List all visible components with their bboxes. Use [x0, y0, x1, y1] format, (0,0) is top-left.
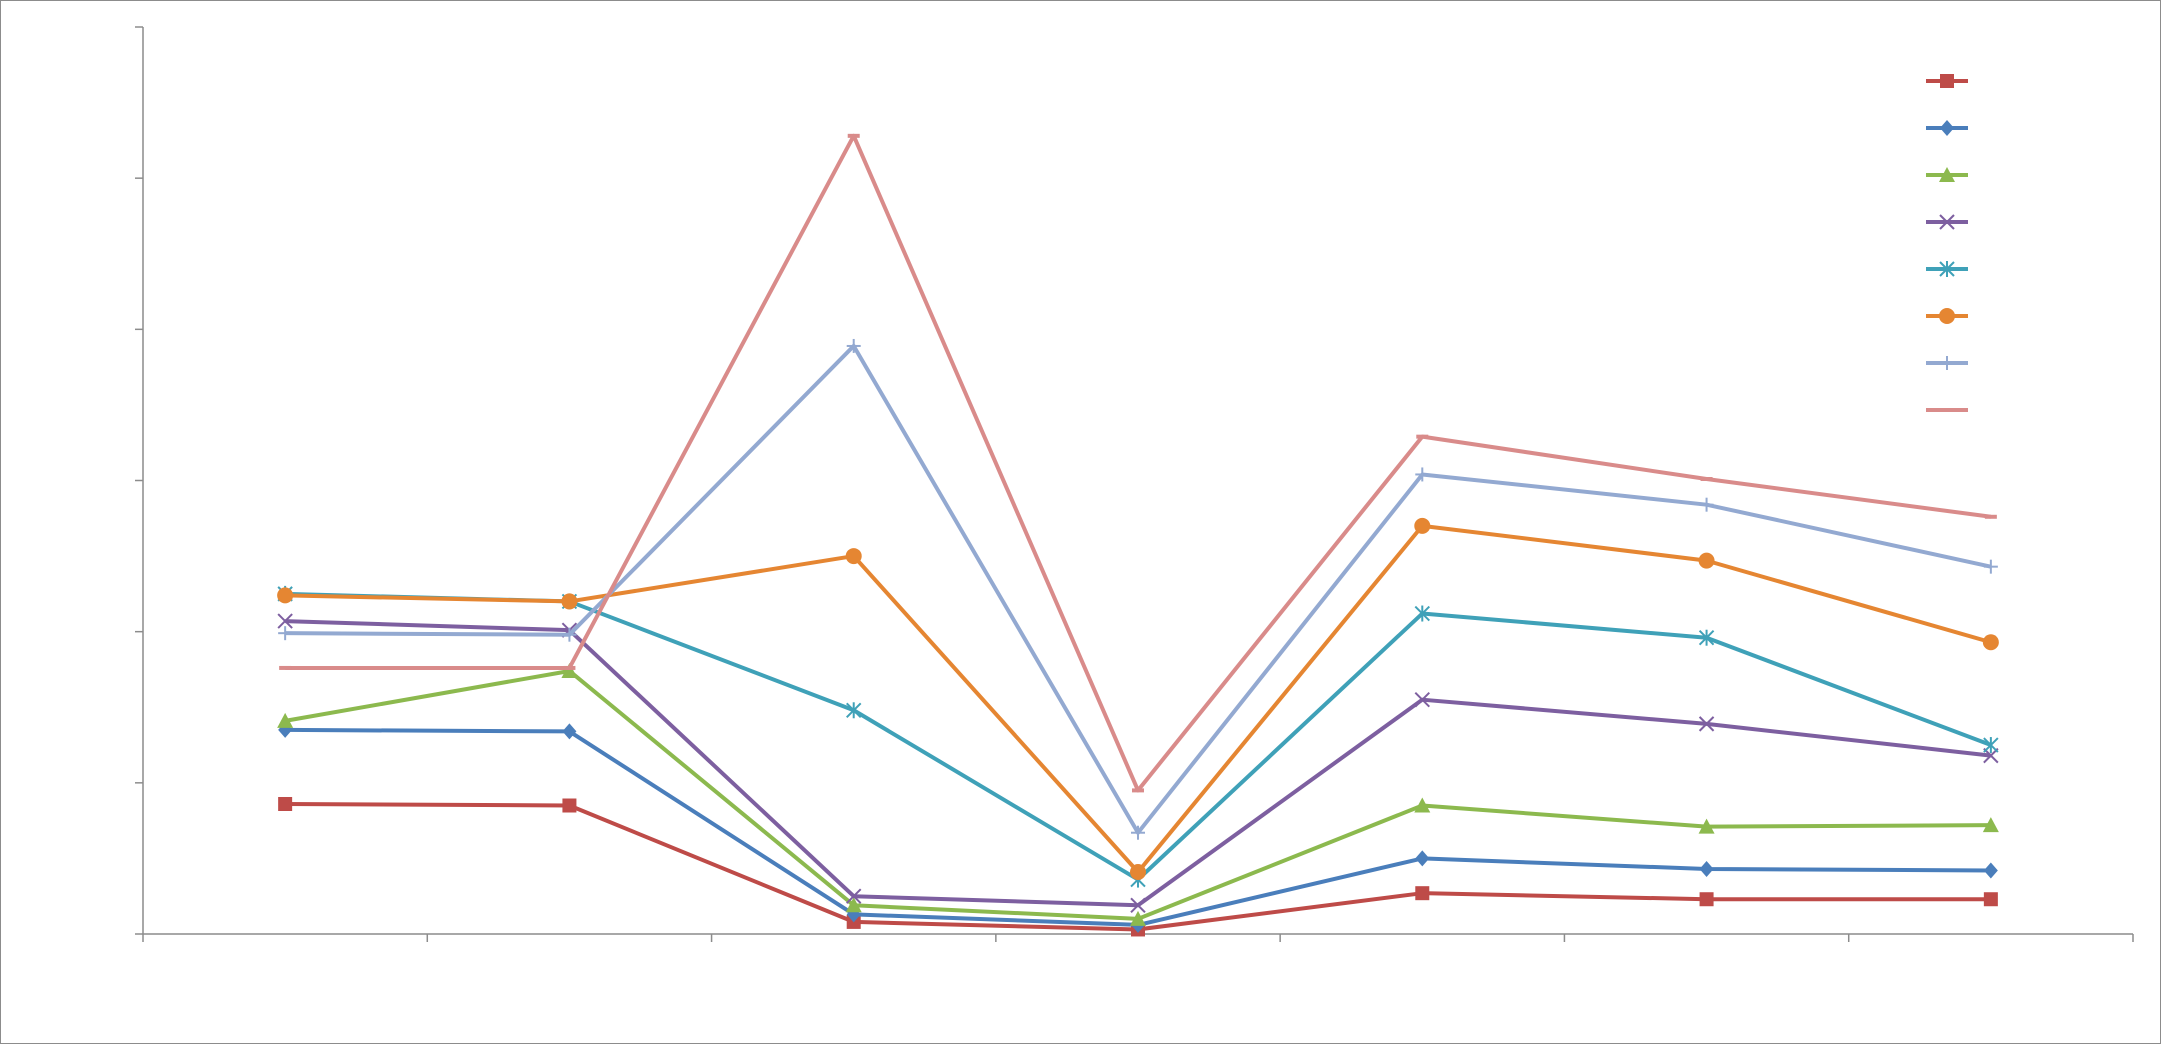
marker-stroke: [1698, 716, 1715, 732]
data-point-diamond: [1415, 850, 1430, 867]
data-point-circle: [845, 548, 862, 565]
data-point-circle: [1130, 864, 1146, 881]
data-point-star: [846, 702, 862, 719]
data-point-plus: [1983, 559, 1998, 574]
data-point-triangle: [1982, 817, 1999, 833]
data-point-x: [277, 613, 293, 629]
data-point-triangle: [1698, 818, 1715, 834]
data-point-triangle: [845, 897, 862, 913]
marker-stroke: [1939, 214, 1955, 230]
legend-entry-7: [1926, 356, 1968, 370]
data-point-diamond: [1940, 120, 1954, 136]
series-8: [279, 133, 1997, 793]
data-point-circle: [1414, 517, 1431, 534]
data-point-square: [1415, 886, 1430, 901]
series-line: [285, 619, 1992, 908]
series-6: [277, 517, 1999, 881]
data-point-x: [1939, 214, 1955, 230]
data-point-diamond: [562, 723, 577, 740]
marker-stroke: [1414, 691, 1430, 708]
data-point-circle: [561, 593, 578, 610]
data-point-plus: [1415, 467, 1430, 482]
data-point-triangle: [1130, 910, 1146, 926]
data-point-plus: [1940, 356, 1954, 370]
data-point-plus: [1699, 497, 1714, 512]
data-point-triangle: [561, 662, 578, 678]
series-line: [285, 133, 1992, 793]
data-point-x: [1414, 691, 1430, 708]
legend-entry-3: [1926, 167, 1968, 182]
data-point-plus: [1131, 825, 1145, 840]
data-point-circle: [277, 587, 294, 604]
data-point-triangle: [1939, 167, 1955, 182]
series-line: [285, 343, 1992, 835]
series-3: [277, 662, 1999, 926]
series-7: [278, 338, 1998, 840]
series-5: [277, 585, 1999, 888]
legend-entry-6: [1926, 308, 1968, 324]
marker-stroke: [1130, 897, 1146, 913]
data-point-square: [1940, 74, 1954, 88]
data-point-x: [1130, 897, 1146, 913]
legend-entry-5: [1926, 261, 1968, 277]
data-point-square: [562, 798, 577, 813]
data-point-square: [1699, 892, 1714, 907]
data-point-x: [846, 888, 862, 904]
data-point-square: [1983, 892, 1998, 907]
data-point-plus: [562, 627, 577, 642]
data-point-square: [278, 796, 293, 811]
series-layer: [277, 133, 1999, 937]
data-point-star: [1698, 629, 1715, 646]
legend-entry-2: [1926, 120, 1968, 136]
data-point-circle: [1698, 552, 1715, 569]
data-point-diamond: [1699, 860, 1714, 877]
data-point-plus: [846, 338, 861, 353]
series-line: [285, 523, 1992, 875]
legend: [1926, 74, 1968, 412]
data-point-triangle: [277, 712, 294, 728]
data-point-diamond: [1983, 862, 1998, 879]
data-point-star: [1983, 737, 1999, 754]
data-point-star: [1939, 261, 1955, 277]
data-point-star: [1414, 605, 1430, 622]
data-point-plus: [278, 626, 293, 641]
legend-entry-1: [1926, 74, 1968, 88]
marker-stroke: [846, 888, 862, 904]
data-point-circle: [1939, 308, 1955, 324]
data-point-circle: [1982, 634, 1999, 651]
data-point-x: [1698, 716, 1715, 732]
legend-entry-4: [1926, 214, 1968, 230]
marker-stroke: [277, 613, 293, 629]
data-point-triangle: [1414, 797, 1431, 813]
